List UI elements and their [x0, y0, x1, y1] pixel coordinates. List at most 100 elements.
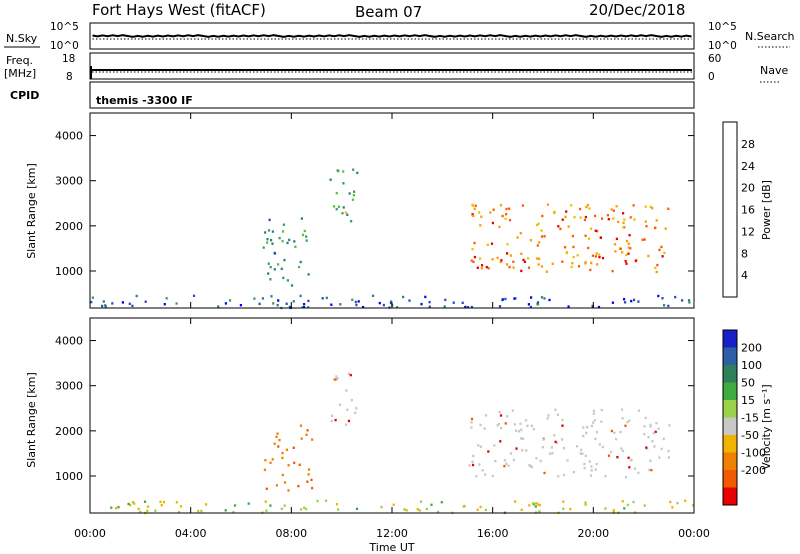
colorbar-segment: [723, 417, 737, 436]
echo-cell: [348, 192, 351, 195]
echo-cell: [346, 408, 349, 411]
echo-cell: [111, 302, 114, 305]
echo-cell: [487, 267, 490, 270]
echo-cell: [594, 229, 597, 232]
echo-cell: [579, 216, 582, 219]
echo-cell: [518, 430, 521, 433]
echo-cell: [594, 468, 597, 471]
echo-cell: [592, 412, 595, 415]
echo-cell: [561, 218, 564, 221]
echo-cell: [658, 248, 661, 252]
echo-cell: [378, 301, 381, 305]
echo-cell: [593, 419, 596, 422]
echo-cell: [280, 507, 283, 510]
echo-cell: [390, 300, 393, 303]
echo-cell: [233, 504, 237, 507]
echo-cell: [655, 270, 658, 274]
echo-cell: [620, 447, 623, 450]
echo-cell: [627, 456, 630, 459]
power-y-axis: 1000 2000 3000 4000: [55, 130, 694, 278]
echo-cell: [540, 235, 544, 238]
echo-cell: [292, 446, 295, 449]
echo-cell: [486, 243, 489, 246]
echo-cell: [392, 503, 395, 506]
echo-cell: [515, 429, 518, 432]
echo-cell: [466, 306, 470, 309]
echo-cell: [564, 215, 567, 219]
echo-cell: [645, 446, 648, 449]
colorbar-segment: [723, 347, 737, 366]
echo-cell: [592, 421, 595, 424]
echo-cell: [334, 418, 337, 422]
echo-cell: [329, 178, 332, 181]
colorbar-tick-label: 4: [741, 269, 748, 282]
echo-cell: [526, 424, 529, 428]
echo-cell: [562, 507, 565, 510]
echo-cell: [637, 471, 640, 475]
x-tick-label: 12:00: [376, 527, 408, 540]
echo-cell: [217, 305, 220, 308]
echo-cell: [154, 509, 157, 512]
echo-cell: [647, 254, 650, 258]
echo-cell: [281, 456, 284, 460]
echo-cell: [280, 267, 283, 270]
echo-cell: [298, 463, 301, 466]
echo-cell: [582, 434, 585, 438]
echo-cell: [253, 297, 256, 300]
echo-cell: [648, 468, 651, 472]
echo-cell: [537, 263, 540, 266]
echo-cell: [276, 432, 279, 435]
echo-cell: [520, 508, 523, 511]
echo-cell: [644, 205, 647, 208]
echo-cell: [561, 260, 564, 263]
echo-cell: [311, 438, 314, 441]
echo-cell: [600, 408, 603, 412]
echo-cell: [565, 210, 568, 213]
echo-cell: [501, 298, 504, 301]
echo-cell: [504, 297, 507, 301]
echo-cell: [478, 463, 481, 466]
echo-cell: [239, 304, 242, 307]
echo-cell: [473, 255, 476, 259]
colorbar-tick-label: 12: [741, 225, 755, 238]
echo-cell: [232, 510, 235, 514]
echo-cell: [508, 219, 512, 222]
echo-cell: [468, 464, 471, 467]
echo-cell: [281, 473, 284, 477]
echo-cell: [497, 422, 500, 426]
echo-cell: [335, 375, 338, 378]
echo-cell: [524, 419, 528, 422]
echo-cell: [581, 452, 584, 455]
echo-cell: [621, 417, 624, 420]
echo-cell: [307, 468, 311, 471]
echo-cell: [628, 419, 631, 422]
echo-cell: [664, 227, 667, 230]
echo-cell: [582, 426, 585, 429]
echo-cell: [403, 508, 406, 511]
echo-cell: [511, 409, 514, 412]
echo-cell: [347, 419, 350, 423]
echo-cell: [688, 301, 691, 304]
echo-cell: [351, 298, 354, 301]
power-colorbar: 4 8 12 16 20 24 28: [722, 121, 755, 298]
echo-cell: [506, 243, 509, 246]
echo-cell: [479, 257, 482, 260]
echo-cell: [283, 481, 287, 484]
echo-cell: [532, 427, 535, 431]
nsearch-tick-bottom: 10^0: [708, 40, 737, 52]
echo-cell: [345, 423, 348, 426]
echo-cell: [551, 262, 554, 265]
echo-cell: [278, 236, 281, 240]
y-tick-label: 4000: [55, 335, 83, 348]
nsky-label: N.Sky: [6, 32, 38, 45]
cpid-label: CPID: [10, 89, 39, 102]
colorbar-frame: [722, 121, 738, 298]
echo-cell: [530, 296, 533, 299]
echo-cell: [604, 475, 607, 478]
echo-cell: [649, 423, 652, 427]
echo-cell: [281, 230, 285, 233]
echo-cell: [228, 299, 232, 302]
echo-cell: [596, 263, 599, 266]
echo-cell: [525, 449, 528, 452]
echo-cell: [543, 235, 546, 238]
